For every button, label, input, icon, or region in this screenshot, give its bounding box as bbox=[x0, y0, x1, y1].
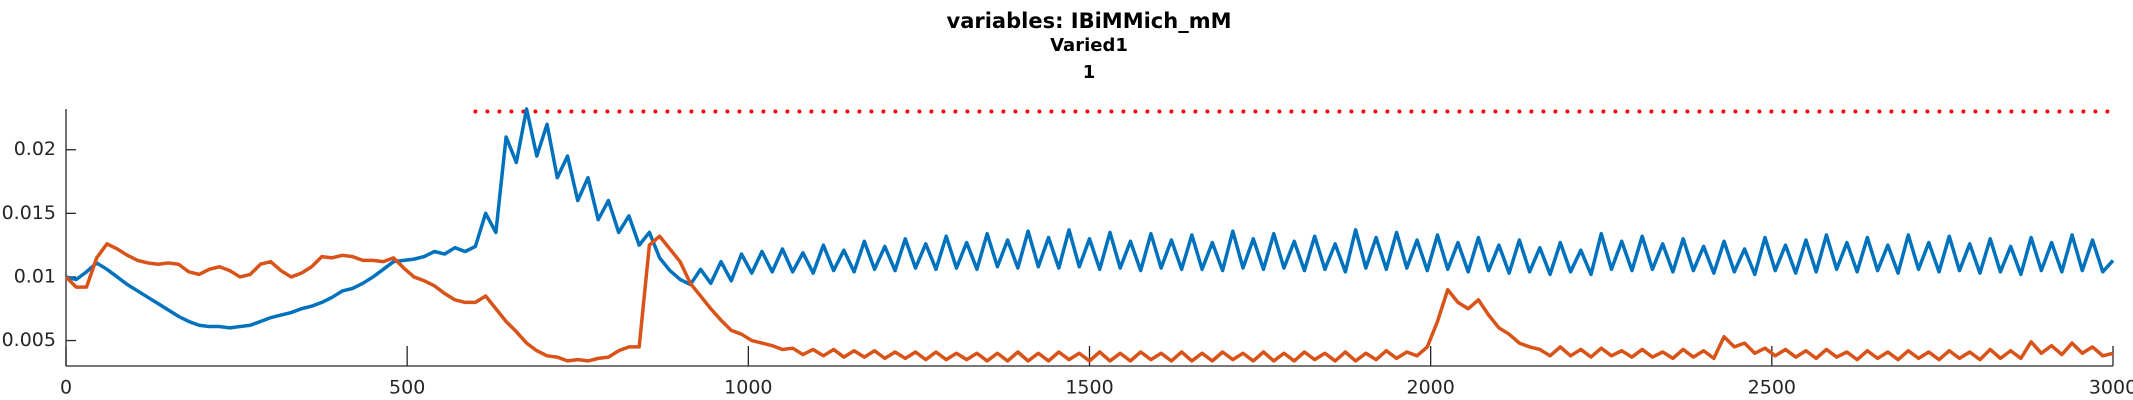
x-tick-label: 2500 bbox=[1748, 377, 1796, 399]
x-tick-label: 1500 bbox=[1065, 377, 1113, 399]
y-tick-label: 0.01 bbox=[14, 265, 56, 287]
y-tick-label: 0.015 bbox=[2, 202, 56, 224]
x-tick-label: 1000 bbox=[724, 377, 772, 399]
y-tick-label: 0.02 bbox=[14, 138, 56, 160]
panel-label: 1 bbox=[1083, 62, 1096, 83]
y-tick-label: 0.005 bbox=[2, 329, 56, 351]
series-line bbox=[65, 107, 2115, 330]
x-tick-label: 2000 bbox=[1406, 377, 1454, 399]
chart-title: variables: IBiMMich_mM bbox=[947, 9, 1232, 33]
x-tick-label: 0 bbox=[60, 377, 72, 399]
series-line bbox=[64, 234, 2114, 363]
x-tick-label: 500 bbox=[389, 377, 425, 399]
x-tick-label: 3000 bbox=[2089, 377, 2133, 399]
chart-subtitle: Varied1 bbox=[1050, 35, 1128, 56]
